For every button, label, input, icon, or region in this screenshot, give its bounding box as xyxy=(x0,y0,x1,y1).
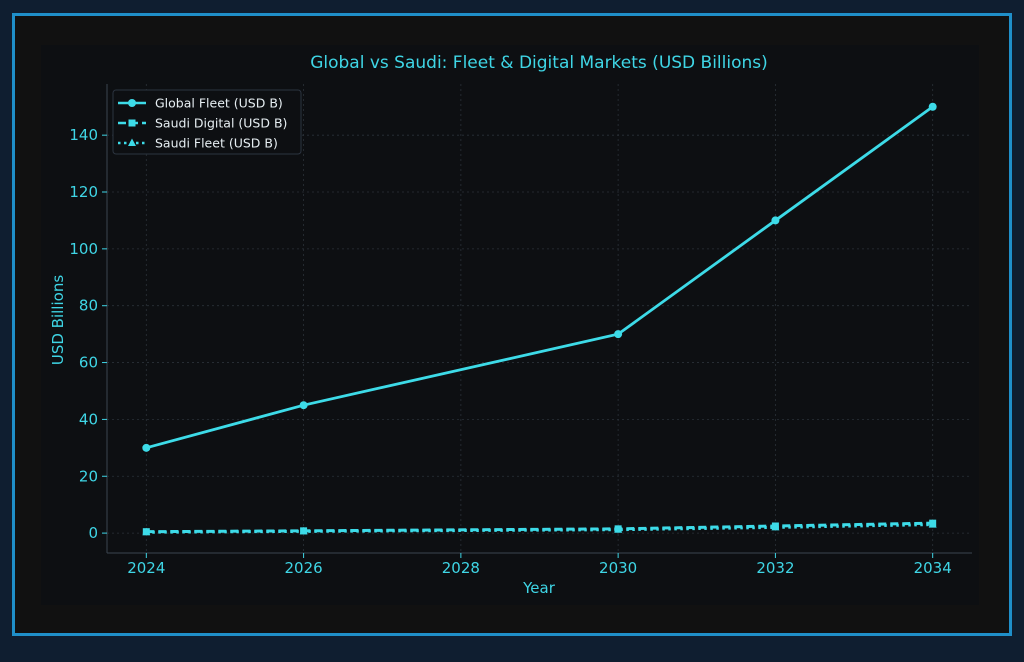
y-tick-label: 60 xyxy=(79,354,98,372)
x-tick-label: 2028 xyxy=(442,559,480,577)
data-point xyxy=(928,102,937,111)
series-group xyxy=(142,102,937,536)
y-axis-title: USD Billions xyxy=(49,275,67,365)
y-tick-label: 140 xyxy=(69,126,98,144)
x-axis-title: Year xyxy=(522,579,556,597)
x-tick-label: 2032 xyxy=(756,559,794,577)
grid xyxy=(107,84,972,553)
x-tick-label: 2026 xyxy=(284,559,322,577)
data-point xyxy=(299,401,308,410)
data-point xyxy=(299,526,308,535)
legend-marker xyxy=(128,119,136,127)
legend-label: Saudi Fleet (USD B) xyxy=(155,136,278,151)
y-tick-label: 100 xyxy=(69,240,98,258)
legend-box xyxy=(112,89,302,155)
series-1 xyxy=(142,102,937,452)
x-tick-label: 2034 xyxy=(914,559,952,577)
series-3 xyxy=(142,520,937,536)
data-point xyxy=(142,527,151,536)
data-point xyxy=(771,216,780,225)
legend-marker xyxy=(128,138,136,146)
x-axis-ticks: 2024 2026 2028 2030 2032 2034 xyxy=(127,553,952,577)
legend: Global Fleet (USD B) Saudi Digital (USD B… xyxy=(112,89,302,155)
x-tick-label: 2024 xyxy=(127,559,165,577)
legend-marker xyxy=(128,99,136,107)
y-axis-ticks: 0 20 40 60 80 100 120 140 xyxy=(69,126,107,542)
chart-title: Global vs Saudi: Fleet & Digital Markets… xyxy=(310,53,768,73)
y-tick-label: 0 xyxy=(88,524,98,542)
y-tick-label: 80 xyxy=(79,297,98,315)
axes xyxy=(106,84,972,554)
x-tick-label: 2030 xyxy=(599,559,637,577)
y-tick-label: 20 xyxy=(79,467,98,485)
legend-label: Global Fleet (USD B) xyxy=(155,96,283,111)
legend-label: Saudi Digital (USD B) xyxy=(155,116,287,131)
data-point xyxy=(142,443,151,452)
y-tick-label: 40 xyxy=(79,410,98,428)
data-point xyxy=(614,330,623,339)
data-point xyxy=(928,520,937,528)
y-tick-label: 120 xyxy=(69,183,98,201)
data-point xyxy=(614,525,623,533)
data-point xyxy=(771,522,780,531)
